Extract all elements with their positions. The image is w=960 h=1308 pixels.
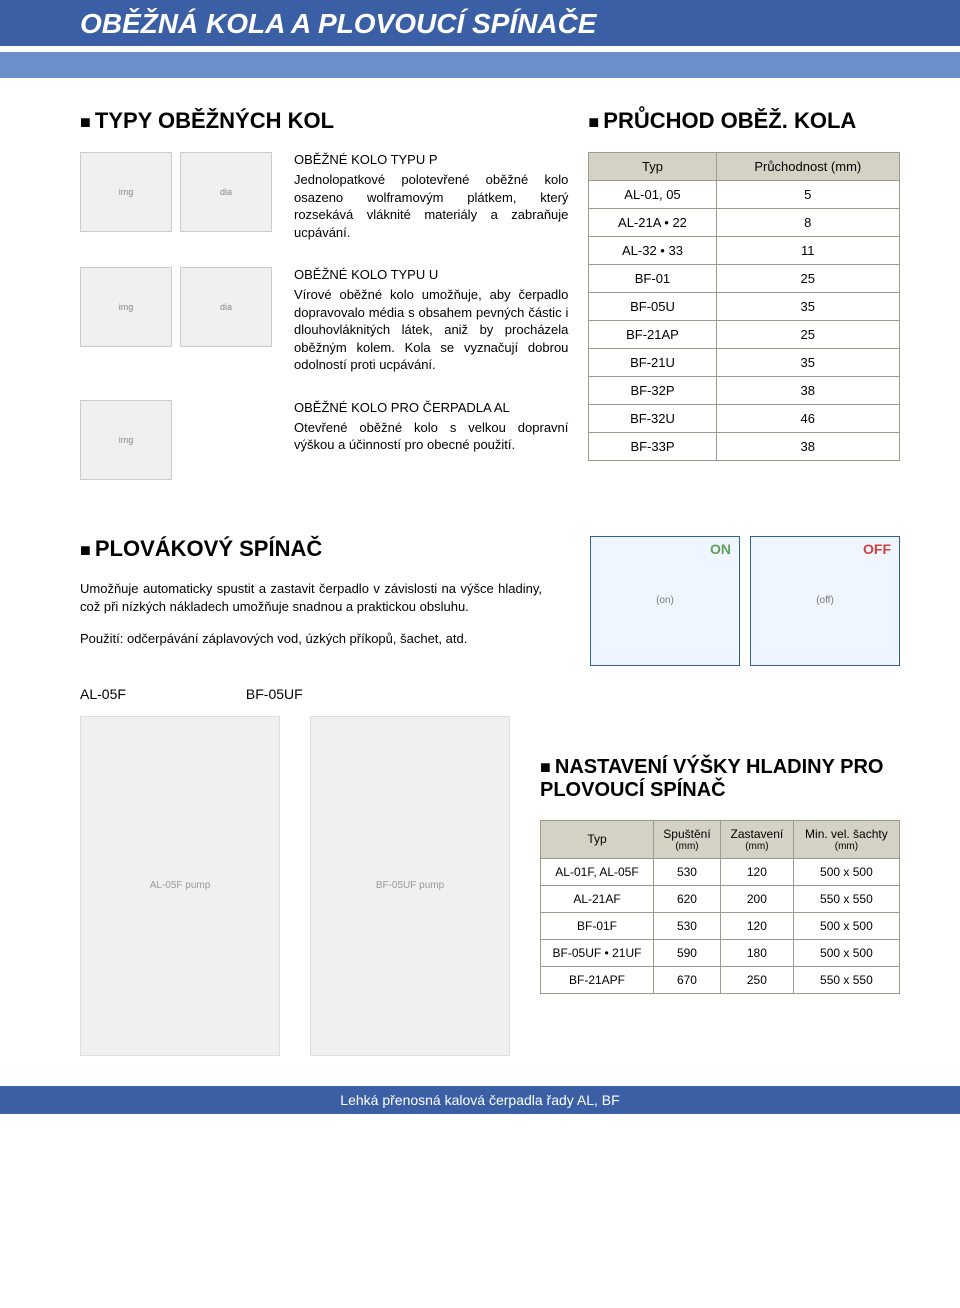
model-al05f: AL-05F <box>80 686 126 702</box>
table-cell: AL-21A • 22 <box>589 209 716 237</box>
kolo-p-desc: Jednolopatkové polotevřené oběžné kolo o… <box>294 171 568 241</box>
table-cell: 180 <box>720 939 793 966</box>
through-table: Typ Průchodnost (mm) AL-01, 055AL-21A • … <box>588 152 900 461</box>
table-row: BF-32U46 <box>589 405 900 433</box>
table-cell: 500 x 500 <box>793 939 899 966</box>
table-row: AL-01, 055 <box>589 181 900 209</box>
table-cell: BF-05U <box>589 293 716 321</box>
table-cell: 8 <box>716 209 899 237</box>
kolo-u-title: OBĚŽNÉ KOLO TYPU U <box>294 267 568 282</box>
float-p2: Použití: odčerpávání záplavových vod, úz… <box>80 630 542 648</box>
table-cell: 38 <box>716 377 899 405</box>
table-cell: 5 <box>716 181 899 209</box>
table-cell: 200 <box>720 885 793 912</box>
table-cell: AL-32 • 33 <box>589 237 716 265</box>
table-cell: BF-32P <box>589 377 716 405</box>
page-title: OBĚŽNÁ KOLA A PLOVOUCÍ SPÍNAČE <box>0 0 960 52</box>
kolo-p-title: OBĚŽNÉ KOLO TYPU P <box>294 152 568 167</box>
table-cell: 46 <box>716 405 899 433</box>
level-th-stop: Zastavení(mm) <box>720 820 793 858</box>
kolo-al-photo: img <box>80 400 172 480</box>
kolo-al-desc: Otevřené oběžné kolo s velkou dopravní v… <box>294 419 568 454</box>
table-cell: AL-01F, AL-05F <box>541 858 654 885</box>
table-cell: 590 <box>654 939 721 966</box>
table-cell: 620 <box>654 885 721 912</box>
table-cell: BF-32U <box>589 405 716 433</box>
table-cell: BF-01F <box>541 912 654 939</box>
float-on-illustration: ON (on) <box>590 536 740 666</box>
table-cell: 500 x 500 <box>793 858 899 885</box>
table-row: BF-21APF670250550 x 550 <box>541 966 900 993</box>
kolo-u-desc: Vírové oběžné kolo umožňuje, aby čerpadl… <box>294 286 568 374</box>
float-p1: Umožňuje automaticky spustit a zastavit … <box>80 580 542 616</box>
through-th-typ: Typ <box>589 153 716 181</box>
level-table: Typ Spuštění(mm) Zastavení(mm) Min. vel.… <box>540 820 900 994</box>
table-cell: 500 x 500 <box>793 912 899 939</box>
table-cell: 670 <box>654 966 721 993</box>
table-cell: 120 <box>720 912 793 939</box>
table-row: AL-21A • 228 <box>589 209 900 237</box>
level-th-start: Spuštění(mm) <box>654 820 721 858</box>
on-label: ON <box>710 541 731 557</box>
table-cell: 120 <box>720 858 793 885</box>
kolo-al-title: OBĚŽNÉ KOLO PRO ČERPADLA AL <box>294 400 568 415</box>
pump-bf05uf-image: BF-05UF pump <box>310 716 510 1056</box>
table-cell: 550 x 550 <box>793 966 899 993</box>
table-cell: AL-01, 05 <box>589 181 716 209</box>
table-cell: 38 <box>716 433 899 461</box>
table-cell: 25 <box>716 321 899 349</box>
header-band <box>0 52 960 78</box>
kolo-block-p: img dia OBĚŽNÉ KOLO TYPU P Jednolopatkov… <box>80 152 568 241</box>
table-cell: BF-21AP <box>589 321 716 349</box>
table-cell: BF-01 <box>589 265 716 293</box>
float-off-illustration: OFF (off) <box>750 536 900 666</box>
kolo-block-al: img OBĚŽNÉ KOLO PRO ČERPADLA AL Otevřené… <box>80 400 568 480</box>
kolo-u-photo: img <box>80 267 172 347</box>
table-row: BF-21U35 <box>589 349 900 377</box>
section-through-title: PRŮCHOD OBĚŽ. KOLA <box>588 108 900 134</box>
table-cell: 530 <box>654 858 721 885</box>
page-footer: Lehká přenosná kalová čerpadla řady AL, … <box>0 1086 960 1114</box>
table-row: BF-01F530120500 x 500 <box>541 912 900 939</box>
table-cell: 550 x 550 <box>793 885 899 912</box>
table-cell: 250 <box>720 966 793 993</box>
section-float-title: PLOVÁKOVÝ SPÍNAČ <box>80 536 542 562</box>
table-row: BF-32P38 <box>589 377 900 405</box>
level-th-shaft: Min. vel. šachty(mm) <box>793 820 899 858</box>
table-cell: 11 <box>716 237 899 265</box>
table-row: AL-21AF620200550 x 550 <box>541 885 900 912</box>
table-row: BF-0125 <box>589 265 900 293</box>
table-row: AL-01F, AL-05F530120500 x 500 <box>541 858 900 885</box>
table-cell: BF-33P <box>589 433 716 461</box>
model-bf05uf: BF-05UF <box>246 686 303 702</box>
kolo-p-diagram: dia <box>180 152 272 232</box>
table-cell: 25 <box>716 265 899 293</box>
kolo-block-u: img dia OBĚŽNÉ KOLO TYPU U Vírové oběžné… <box>80 267 568 374</box>
through-th-mm: Průchodnost (mm) <box>716 153 899 181</box>
table-cell: 35 <box>716 349 899 377</box>
table-cell: BF-05UF • 21UF <box>541 939 654 966</box>
off-label: OFF <box>863 541 891 557</box>
table-row: AL-32 • 3311 <box>589 237 900 265</box>
kolo-u-diagram: dia <box>180 267 272 347</box>
level-th-typ: Typ <box>541 820 654 858</box>
table-row: BF-21AP25 <box>589 321 900 349</box>
section-types-title: TYPY OBĚŽNÝCH KOL <box>80 108 568 134</box>
section-level-title: NASTAVENÍ VÝŠKY HLADINY PRO PLOVOUCÍ SPÍ… <box>540 756 900 802</box>
table-cell: 35 <box>716 293 899 321</box>
table-cell: AL-21AF <box>541 885 654 912</box>
table-cell: 530 <box>654 912 721 939</box>
table-cell: BF-21APF <box>541 966 654 993</box>
table-row: BF-05UF • 21UF590180500 x 500 <box>541 939 900 966</box>
pump-al05f-image: AL-05F pump <box>80 716 280 1056</box>
table-cell: BF-21U <box>589 349 716 377</box>
table-row: BF-05U35 <box>589 293 900 321</box>
kolo-p-photo: img <box>80 152 172 232</box>
table-row: BF-33P38 <box>589 433 900 461</box>
